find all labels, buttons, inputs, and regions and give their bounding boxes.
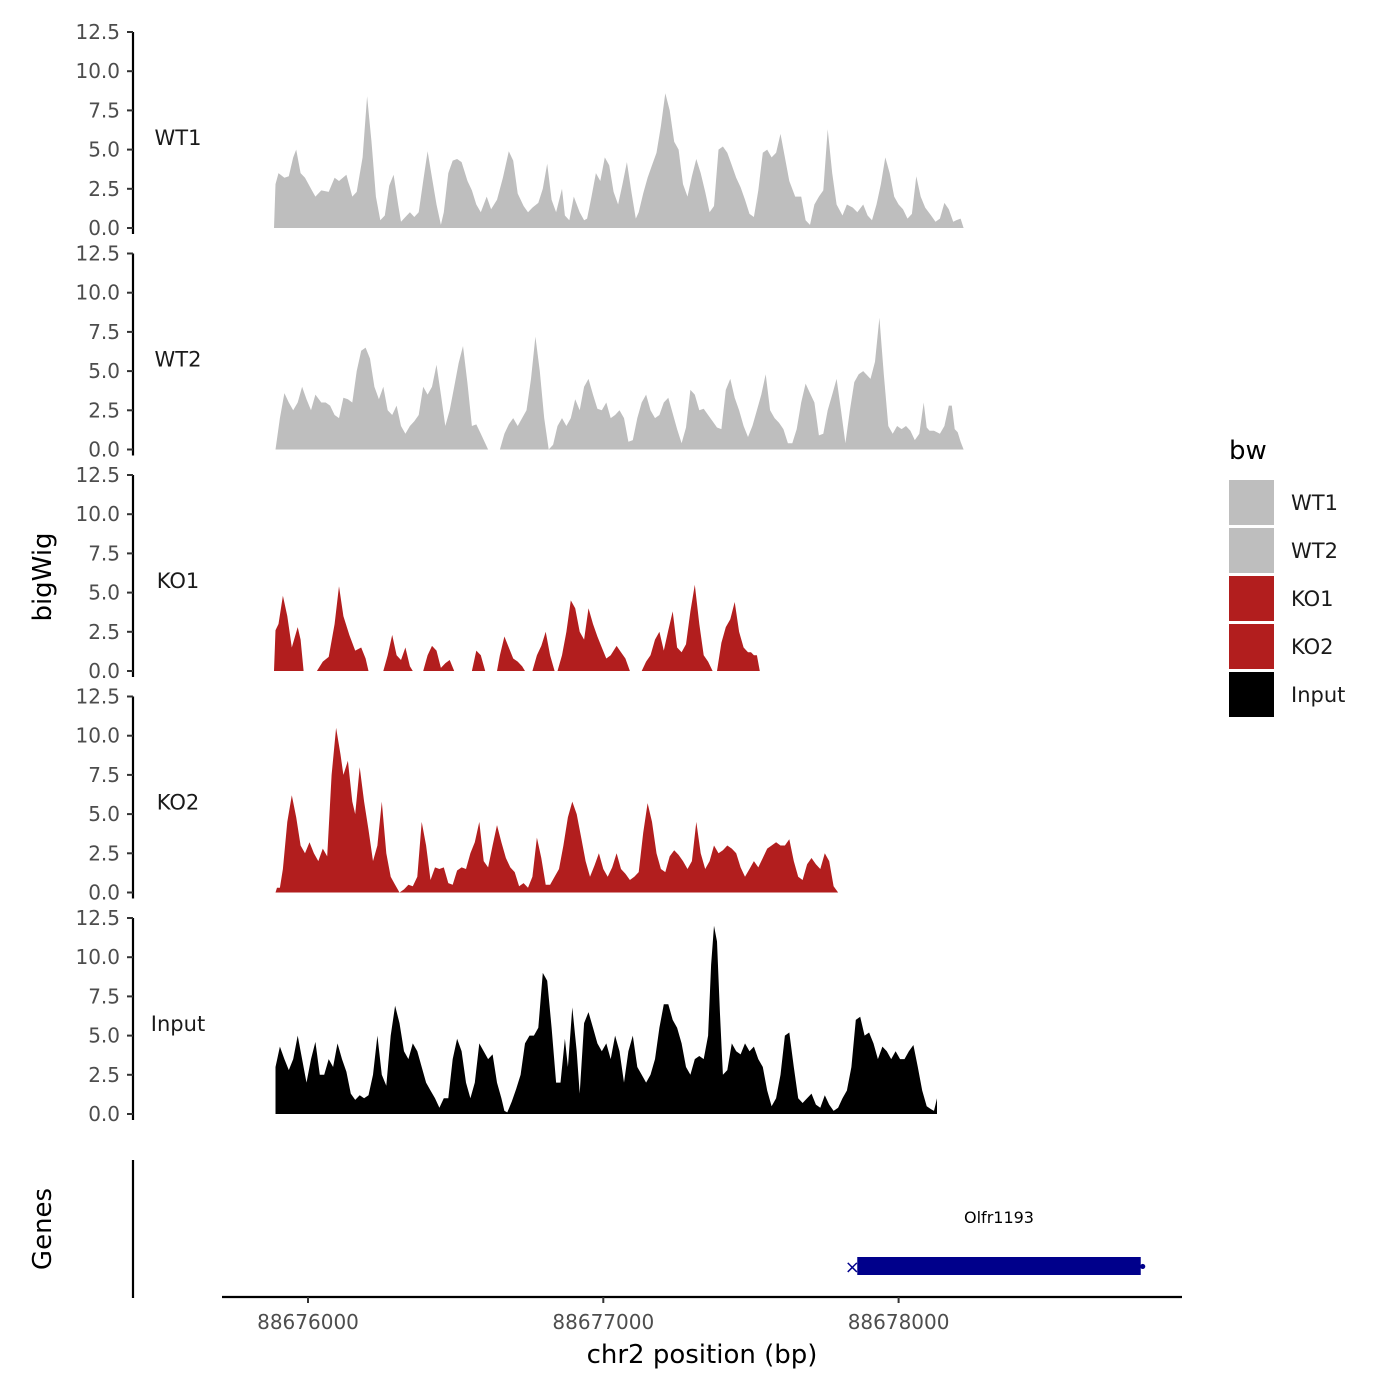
y-tick-label: 2.5 — [88, 177, 120, 201]
y-tick-label: 10.0 — [75, 59, 120, 83]
y-tick-label: 7.5 — [88, 984, 120, 1008]
legend-label-wt2: WT2 — [1291, 539, 1338, 563]
track-label-wt2: WT2 — [155, 348, 202, 372]
legend-key-wt1 — [1229, 480, 1274, 525]
coverage-area-ko1 — [497, 636, 525, 671]
y-tick-label: 5.0 — [88, 581, 120, 605]
y-tick-label: 0.0 — [88, 881, 120, 905]
track-label-input: Input — [151, 1012, 205, 1036]
x-tick-label: 88677000 — [552, 1310, 654, 1334]
coverage-area-ko1 — [423, 645, 455, 671]
gene-body — [857, 1257, 1141, 1275]
legend-key-ko2 — [1229, 624, 1274, 669]
legend-key-input — [1229, 672, 1274, 717]
legend-label-input: Input — [1291, 683, 1345, 707]
y-tick-label: 7.5 — [88, 320, 120, 344]
y-tick-label: 0.0 — [88, 1102, 120, 1126]
coverage-area-ko1 — [316, 586, 369, 671]
x-axis: 88676000 88677000 88678000 — [222, 1295, 1182, 1334]
y-tick-label: 5.0 — [88, 1024, 120, 1048]
gene-label: Olfr1193 — [964, 1208, 1034, 1227]
track-label-ko2: KO2 — [157, 791, 200, 815]
y-tick-label: 0.0 — [88, 438, 120, 462]
y-tick-label: 10.0 — [75, 945, 120, 969]
gene-strand-marker: × — [845, 1257, 860, 1278]
track-ko1: 0.0 2.5 5.0 7.5 10.0 12.5 KO1 — [75, 463, 760, 683]
track-wt1: 0.0 2.5 5.0 7.5 10.0 12.5 WT1 — [75, 20, 967, 240]
legend-key-ko1 — [1229, 576, 1274, 621]
coverage-area-ko1 — [471, 650, 486, 671]
coverage-area-ko1 — [557, 600, 630, 671]
y-tick-label: 10.0 — [75, 724, 120, 748]
x-axis-title: chr2 position (bp) — [587, 1340, 818, 1370]
y-tick-label: 0.0 — [88, 216, 120, 240]
y-tick-label: 12.5 — [75, 463, 120, 487]
y-tick-label: 2.5 — [88, 841, 120, 865]
y-tick-label: 0.0 — [88, 659, 120, 683]
coverage-area-ko2 — [275, 727, 841, 893]
y-tick-label: 10.0 — [75, 502, 120, 526]
coverage-area-ko1 — [641, 584, 713, 671]
legend-label-wt1: WT1 — [1291, 491, 1338, 515]
y-axis-title: bigWig — [28, 532, 58, 621]
y-tick-label: 5.0 — [88, 138, 120, 162]
y-tick-label: 12.5 — [75, 685, 120, 709]
gene-track: Genes × • Olfr1193 — [28, 1160, 1148, 1298]
track-input: 0.0 2.5 5.0 7.5 10.0 12.5 Input — [75, 906, 937, 1126]
coverage-area-ko1 — [717, 602, 760, 671]
legend-label-ko1: KO1 — [1291, 587, 1334, 611]
y-tick-label: 7.5 — [88, 763, 120, 787]
legend-label-ko2: KO2 — [1291, 635, 1334, 659]
legend-title: bw — [1229, 436, 1267, 466]
coverage-area-wt1 — [274, 93, 967, 228]
gene-track-title: Genes — [28, 1188, 58, 1270]
y-tick-label: 7.5 — [88, 98, 120, 122]
y-tick-label: 5.0 — [88, 359, 120, 383]
x-tick-label: 88676000 — [257, 1310, 359, 1334]
y-tick-label: 2.5 — [88, 620, 120, 644]
y-tick-label: 12.5 — [75, 20, 120, 44]
y-tick-label: 7.5 — [88, 541, 120, 565]
coverage-area-ko1 — [274, 595, 306, 671]
legend: bw WT1 WT2 KO1 KO2 Input — [1229, 436, 1345, 717]
track-ko2: 0.0 2.5 5.0 7.5 10.0 12.5 KO2 — [75, 685, 841, 905]
y-tick-label: 10.0 — [75, 281, 120, 305]
y-tick-label: 2.5 — [88, 1063, 120, 1087]
coverage-area-input — [275, 925, 937, 1114]
legend-key-wt2 — [1229, 528, 1274, 573]
track-label-wt1: WT1 — [155, 126, 202, 150]
coverage-area-ko1 — [383, 634, 413, 671]
coverage-tracks: 0.0 2.5 5.0 7.5 10.0 12.5 WT1 0.0 2.5 5.0 7.5 10.0 1… — [75, 20, 967, 1126]
coverage-area-wt2 — [275, 317, 964, 450]
gene-strand-marker: • — [1137, 1257, 1148, 1278]
y-tick-label: 2.5 — [88, 398, 120, 422]
y-tick-label: 12.5 — [75, 906, 120, 930]
coverage-area-ko1 — [532, 631, 555, 671]
y-tick-label: 12.5 — [75, 242, 120, 266]
y-tick-label: 5.0 — [88, 802, 120, 826]
track-wt2: 0.0 2.5 5.0 7.5 10.0 12.5 WT2 — [75, 242, 964, 462]
track-label-ko1: KO1 — [157, 569, 200, 593]
x-tick-label: 88678000 — [848, 1310, 950, 1334]
